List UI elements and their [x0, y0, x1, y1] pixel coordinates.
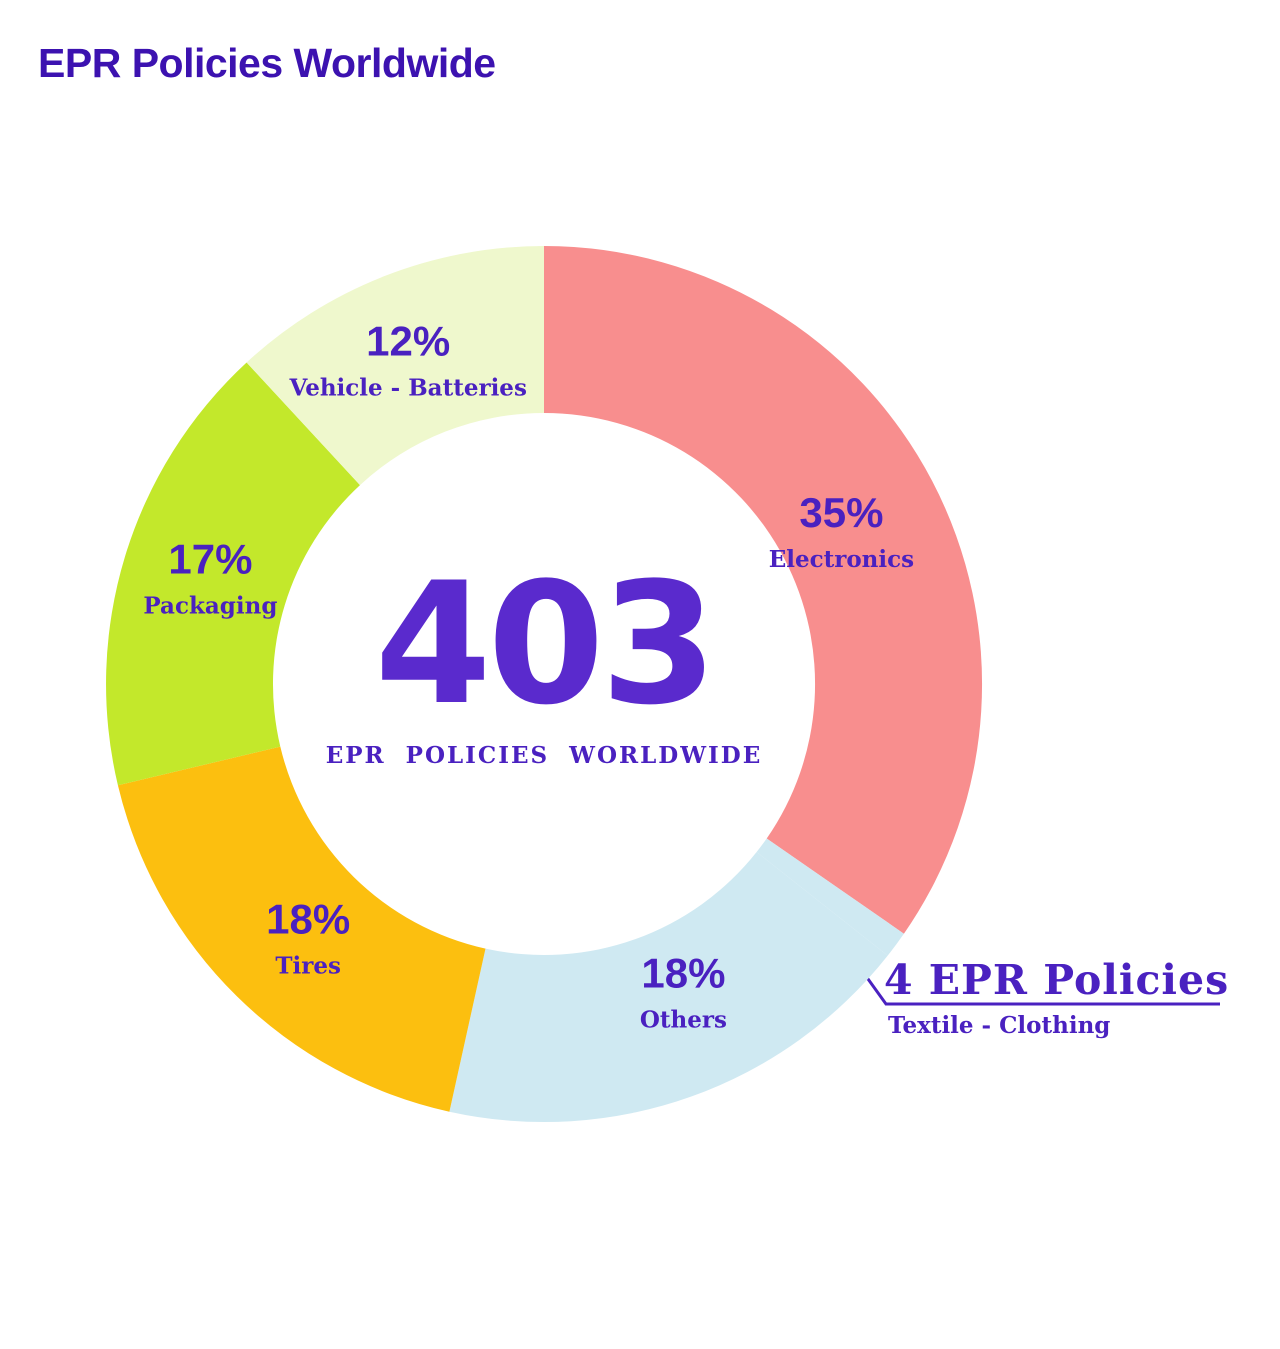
segment-name-tires: Tires	[275, 953, 341, 980]
callout-label: Textile - Clothing	[888, 1012, 1111, 1039]
segment-tires	[117, 746, 486, 1112]
callout-value: 4 EPR Policies	[884, 956, 1230, 1004]
segment-name-electronics: Electronics	[769, 546, 914, 573]
segment-pct-tires: 18%	[266, 896, 350, 943]
segment-name-vehicle-batteries: Vehicle - Batteries	[288, 375, 526, 402]
segment-pct-packaging: 17%	[168, 535, 252, 582]
segment-pct-others: 18%	[641, 949, 725, 996]
segment-textile-clothing	[756, 838, 904, 956]
segment-others	[449, 852, 888, 1123]
segment-pct-electronics: 35%	[799, 489, 883, 536]
segment-name-others: Others	[640, 1006, 727, 1033]
page-title: EPR Policies Worldwide	[38, 40, 496, 86]
segment-vehicle-batteries	[246, 246, 544, 486]
segment-name-packaging: Packaging	[143, 592, 277, 619]
segment-pct-vehicle-batteries: 12%	[366, 318, 450, 365]
segment-packaging	[106, 362, 360, 786]
segment-electronics	[544, 245, 983, 934]
